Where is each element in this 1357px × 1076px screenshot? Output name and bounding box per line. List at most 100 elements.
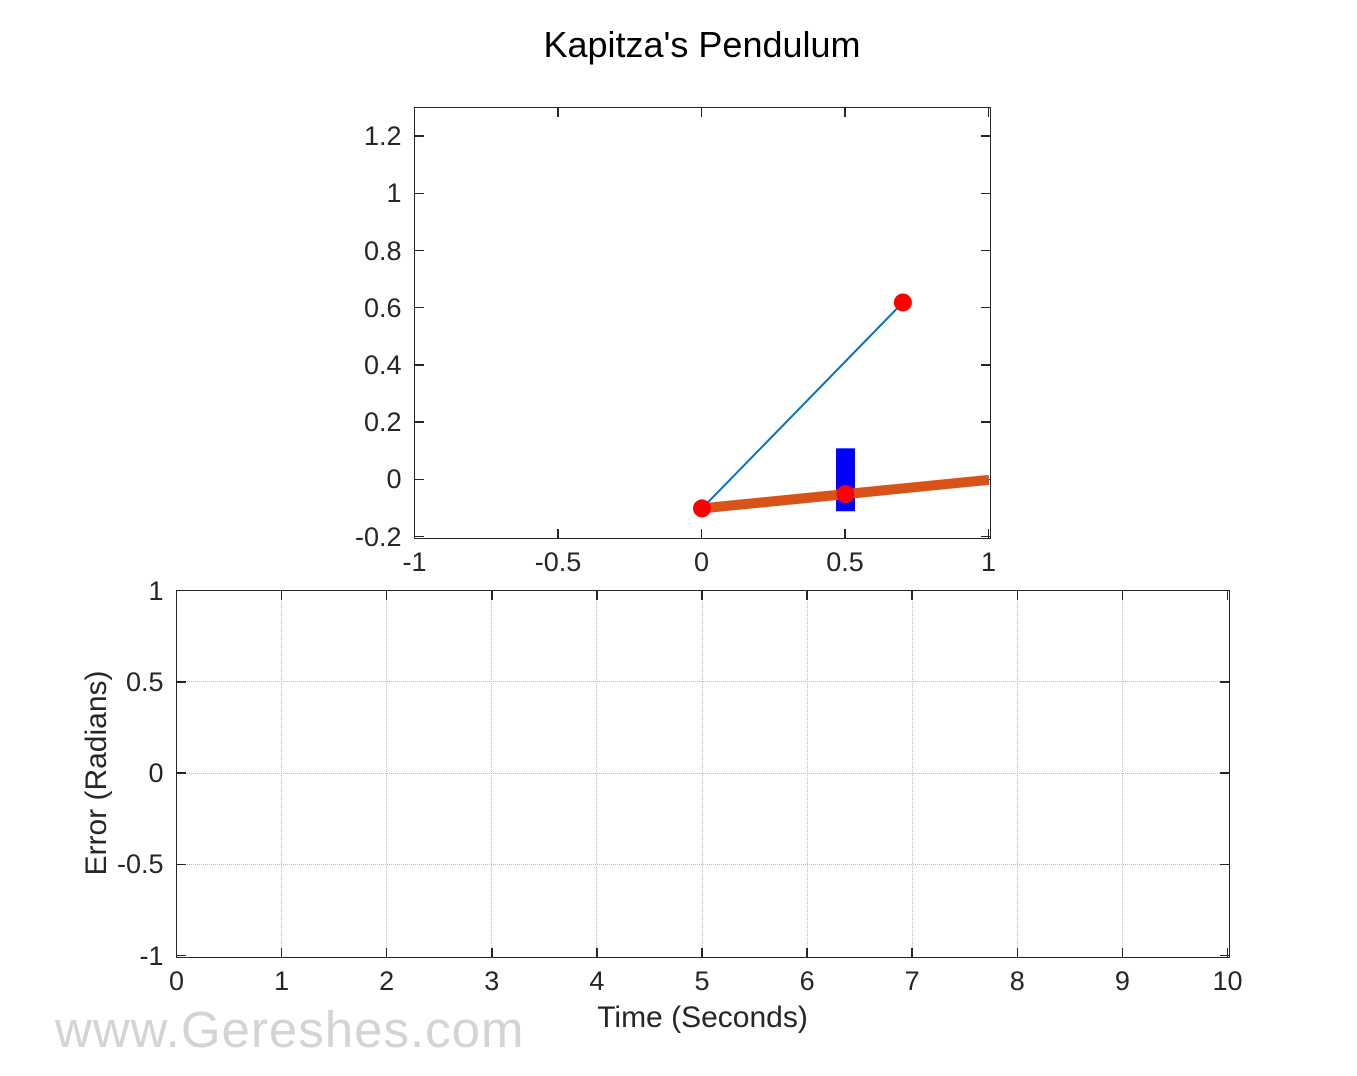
tick-mark (911, 590, 913, 600)
y-tick-label: 0.4 (363, 349, 402, 380)
x-tick-label: 1 (980, 546, 997, 577)
y-tick-label: 0.8 (363, 235, 402, 266)
tick-mark (1121, 590, 1124, 600)
joint-marker (893, 292, 912, 311)
y-tick-label: -0.5 (116, 849, 164, 880)
tick-mark (175, 590, 178, 600)
tick-mark (176, 863, 186, 865)
tick-mark (1219, 863, 1229, 865)
x-tick-label: 9 (1114, 965, 1130, 996)
tick-mark (596, 590, 598, 600)
y-tick-label: 0 (386, 464, 402, 495)
tick-mark (414, 249, 424, 252)
error-plot: 0 1 2 3 4 5 6 7 8 9 10 -1 -0.5 0 0.5 1 (117, 576, 1243, 996)
tick-mark (1016, 947, 1019, 957)
y-tick-label: 0.2 (363, 407, 402, 438)
tick-mark (414, 364, 424, 366)
tick-mark (700, 528, 703, 538)
joint-marker (836, 484, 854, 503)
y-tick-label: -0.2 (354, 521, 402, 552)
pendulum-rod (700, 301, 904, 509)
y-tick-label: 1.2 (363, 121, 402, 152)
tick-mark (1016, 590, 1019, 600)
tick-mark (557, 107, 559, 117)
tick-mark (414, 535, 424, 538)
tick-mark (701, 590, 703, 600)
tick-mark (413, 528, 416, 538)
tick-mark (414, 306, 424, 309)
tick-mark (980, 421, 990, 423)
tick-mark (280, 947, 283, 957)
tick-mark (414, 421, 424, 423)
x-tick-label: 4 (589, 965, 605, 996)
pendulum-plot: -1 -0.5 0 0.5 1 -0.2 0 0.2 0.4 0.6 0.8 1 1.2 (355, 106, 996, 577)
tick-mark (700, 107, 703, 117)
tick-mark (491, 947, 493, 957)
gridline-horizontal (176, 863, 1228, 865)
y-tick-label: 0 (148, 758, 164, 788)
x-tick-label: 6 (799, 965, 815, 996)
x-tick-label: 10 (1212, 965, 1243, 996)
tick-mark (385, 590, 388, 600)
y-tick-label: 1 (386, 178, 402, 209)
x-tick-label: -1 (402, 546, 427, 577)
tick-mark (701, 947, 703, 957)
x-tick-label: 3 (484, 965, 500, 996)
tick-mark (987, 107, 990, 117)
tick-mark (413, 107, 416, 117)
x-tick-label: 0.5 (826, 546, 864, 577)
tick-mark (491, 590, 493, 600)
tick-mark (806, 590, 808, 600)
tick-mark (844, 528, 846, 538)
x-tick-label: -0.5 (534, 546, 582, 577)
tick-mark (1121, 947, 1124, 957)
tick-mark (1219, 681, 1229, 683)
tick-mark (557, 528, 559, 538)
y-tick-label: 1 (148, 575, 164, 606)
plot-title: Kapitza's Pendulum (543, 24, 861, 65)
y-tick-label: -1 (139, 940, 164, 971)
tick-mark (987, 528, 990, 538)
tick-mark (414, 192, 424, 195)
tick-mark (980, 249, 990, 252)
tick-mark (980, 135, 990, 137)
tick-mark (1219, 954, 1229, 957)
joint-marker (692, 498, 711, 517)
tick-mark (980, 364, 990, 366)
x-tick-label: 7 (904, 965, 920, 996)
tick-mark (385, 947, 388, 957)
gridline-horizontal (176, 772, 1228, 774)
x-axis-label: Time (Seconds) (597, 1001, 808, 1034)
gridline-horizontal (176, 681, 1228, 683)
tick-mark (175, 947, 178, 957)
tick-mark (1226, 947, 1229, 957)
tick-mark (176, 681, 186, 683)
watermark-text: www.Gereshes.com (55, 1001, 525, 1058)
tick-mark (1219, 772, 1229, 774)
tick-mark (844, 107, 846, 117)
x-tick-label: 1 (274, 965, 290, 996)
x-tick-label: 8 (1009, 965, 1025, 996)
tick-mark (980, 535, 990, 538)
tick-mark (980, 192, 990, 195)
tick-mark (1219, 589, 1229, 592)
x-tick-label: 0 (693, 546, 710, 577)
tick-mark (176, 954, 186, 957)
tick-mark (280, 590, 283, 600)
x-tick-label: 2 (379, 965, 395, 996)
tick-mark (176, 772, 186, 774)
pendulum-drawing (692, 292, 989, 517)
tick-mark (806, 947, 808, 957)
tick-mark (980, 306, 990, 309)
tick-mark (911, 947, 913, 957)
y-tick-label: 0.5 (125, 666, 164, 697)
tick-mark (596, 947, 598, 957)
y-axis-label: Error (Radians) (80, 670, 113, 876)
y-tick-label: 0.6 (363, 292, 402, 323)
x-tick-label: 0 (168, 965, 185, 996)
tick-mark (414, 478, 424, 481)
tick-mark (1226, 590, 1229, 600)
x-tick-label: 5 (694, 965, 710, 996)
tick-mark (414, 135, 424, 137)
